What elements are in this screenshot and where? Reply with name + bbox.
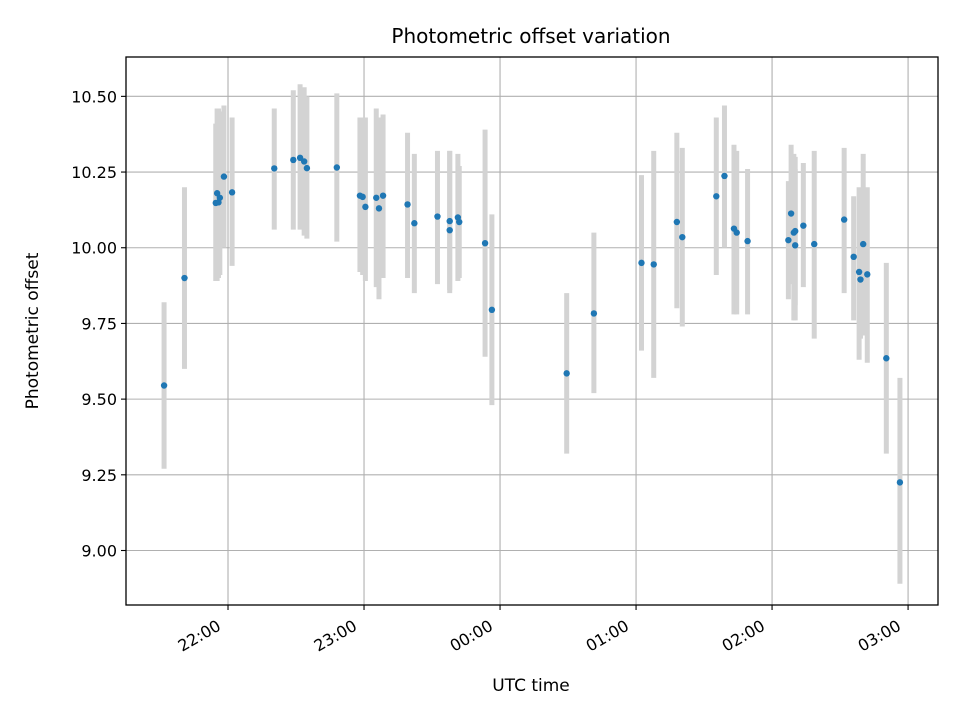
data-point	[857, 276, 864, 283]
data-point	[679, 233, 686, 241]
data-point	[216, 194, 224, 201]
y-tick-label: 10.00	[71, 239, 117, 258]
data-point	[800, 222, 807, 229]
data-point	[359, 193, 366, 201]
y-tick-label: 10.25	[71, 163, 117, 182]
data-point	[228, 189, 236, 196]
data-point	[379, 192, 387, 199]
data-point	[411, 220, 418, 227]
y-tick-label: 9.75	[81, 314, 117, 333]
data-point	[859, 240, 867, 248]
data-point	[373, 194, 380, 201]
data-point	[673, 218, 681, 226]
data-point	[446, 217, 453, 225]
data-point	[375, 205, 383, 212]
data-point	[638, 259, 645, 267]
data-point	[791, 227, 799, 235]
data-point	[220, 173, 228, 180]
data-points	[160, 154, 904, 486]
data-point	[787, 210, 795, 217]
y-tick-label: 9.25	[81, 466, 117, 485]
y-axis-title: Photometric offset	[23, 252, 43, 409]
data-point	[744, 237, 751, 245]
chart-title: Photometric offset variation	[391, 24, 670, 48]
grid-lines	[126, 57, 938, 605]
data-point	[840, 216, 848, 223]
data-point	[300, 158, 308, 165]
data-point	[785, 236, 792, 244]
y-tick-label: 9.00	[81, 542, 117, 561]
data-point	[883, 355, 890, 362]
data-point	[864, 271, 871, 278]
x-axis-title: UTC time	[492, 676, 570, 696]
y-tick-label: 10.50	[71, 87, 117, 106]
data-point	[733, 229, 740, 236]
data-point	[811, 240, 818, 248]
data-point	[896, 479, 904, 486]
data-point	[481, 239, 489, 247]
data-point	[590, 310, 598, 317]
data-point	[855, 268, 863, 276]
data-point	[563, 370, 570, 377]
data-point	[181, 274, 188, 282]
data-point	[850, 253, 857, 261]
y-axis-ticks: 9.00 9.25 9.50 9.75 10.00 10.25 10.50	[71, 87, 126, 561]
data-point	[271, 165, 278, 172]
data-point	[791, 242, 799, 249]
data-point	[721, 172, 728, 180]
data-point	[488, 306, 496, 314]
data-point	[456, 218, 463, 226]
y-tick-label: 9.50	[81, 390, 117, 409]
data-point	[362, 203, 369, 211]
data-point	[434, 213, 441, 220]
data-point	[296, 154, 304, 162]
data-point	[650, 261, 657, 268]
data-point	[404, 201, 411, 208]
data-point	[333, 164, 341, 171]
data-point	[303, 164, 311, 172]
data-point	[290, 156, 297, 164]
plot-area-frame	[125, 56, 939, 606]
data-point	[713, 193, 720, 200]
data-point	[160, 382, 168, 389]
data-point	[446, 226, 453, 234]
